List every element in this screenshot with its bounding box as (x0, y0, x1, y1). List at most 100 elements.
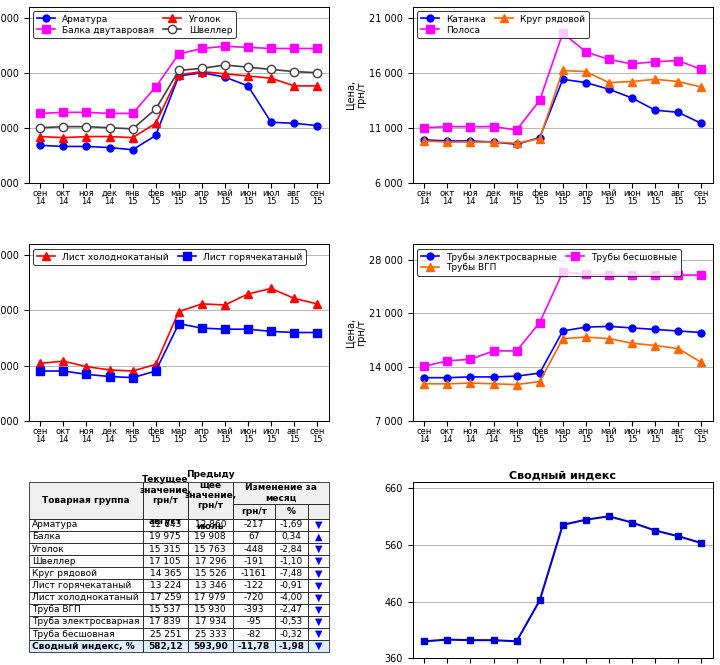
Bar (29, 604, 143, 616)
Уголок (82, 132, 91, 140)
Title: Сводный индекс: Сводный индекс (509, 470, 616, 480)
Арматура (313, 122, 322, 130)
Уголок (220, 70, 229, 78)
Уголок (243, 72, 252, 80)
Bar (188, 640, 233, 652)
Полоса (651, 58, 660, 66)
Лист горячекатаный (151, 367, 160, 375)
Швеллер (174, 66, 183, 74)
Bar (233, 555, 275, 567)
Bar (29, 482, 143, 519)
Арматура (82, 142, 91, 150)
Арматура (59, 142, 68, 150)
Bar (188, 592, 233, 604)
Text: 17 105: 17 105 (150, 557, 181, 566)
Bar (188, 543, 233, 555)
Text: 17 934: 17 934 (194, 617, 226, 626)
Катанка (466, 137, 474, 145)
Text: Балка: Балка (32, 533, 60, 541)
Text: -1,98: -1,98 (279, 642, 305, 651)
Text: -95: -95 (246, 617, 261, 626)
Лист холоднокатаный (267, 285, 276, 293)
Круг рядовой (674, 78, 683, 86)
Лист горячекатаный (36, 367, 45, 375)
Арматура (290, 119, 299, 127)
Legend: Трубы электросварные, Трубы ВГП, Трубы бесшовные: Трубы электросварные, Трубы ВГП, Трубы б… (418, 249, 681, 276)
Bar (188, 531, 233, 543)
Text: ▼: ▼ (315, 569, 322, 579)
Швеллер (82, 122, 91, 130)
Bar (307, 567, 329, 579)
Балка двутавровая (290, 45, 299, 53)
Bar (233, 604, 275, 616)
Швеллер (128, 125, 137, 133)
Трубы электросварные (605, 323, 613, 331)
Балка двутавровая (151, 83, 160, 91)
Bar (275, 567, 307, 579)
Bar (275, 519, 307, 531)
Line: Трубы бесшовные: Трубы бесшовные (420, 268, 706, 370)
Bar (143, 519, 188, 531)
Text: ▼: ▼ (315, 556, 322, 566)
Bar (307, 616, 329, 628)
Text: 15 537: 15 537 (150, 605, 181, 614)
Text: Изменение за
месяц: Изменение за месяц (245, 483, 317, 503)
Bar (275, 640, 307, 652)
Text: 17 979: 17 979 (194, 593, 226, 602)
Полоса (490, 122, 498, 130)
Text: -7,48: -7,48 (280, 569, 303, 578)
Лист холоднокатаный (82, 362, 91, 370)
Bar (143, 616, 188, 628)
Трубы ВГП (697, 358, 706, 366)
Text: -122: -122 (243, 581, 264, 590)
Балка двутавровая (220, 43, 229, 51)
Text: ▲: ▲ (315, 532, 322, 542)
Y-axis label: Цена,
грн/т: Цена, грн/т (345, 80, 366, 109)
Bar (307, 555, 329, 567)
Круг рядовой (697, 83, 706, 91)
Text: ▼: ▼ (315, 581, 322, 591)
Text: Уголок: Уголок (32, 545, 64, 553)
Трубы ВГП (536, 378, 544, 386)
Лист холоднокатаный (174, 308, 183, 316)
Уголок (36, 132, 45, 140)
Legend: Лист холоднокатаный, Лист горячекатаный: Лист холоднокатаный, Лист горячекатаный (33, 249, 306, 265)
Bar (307, 592, 329, 604)
Bar (29, 640, 143, 652)
Трубы электросварные (582, 323, 590, 331)
Арматура (267, 118, 276, 126)
Text: 25 251: 25 251 (150, 630, 181, 638)
Bar (275, 531, 307, 543)
Bar (275, 616, 307, 628)
Трубы бесшовные (443, 357, 451, 365)
Text: -82: -82 (246, 630, 261, 638)
Legend: Арматура, Балка двутавровая, Уголок, Швеллер: Арматура, Балка двутавровая, Уголок, Шве… (33, 11, 235, 38)
Балка двутавровая (197, 45, 206, 53)
Круг рядовой (651, 75, 660, 83)
Круг рядовой (466, 138, 474, 146)
Bar (307, 628, 329, 640)
Арматура (197, 68, 206, 76)
Text: 15 526: 15 526 (194, 569, 226, 578)
Трубы электросварные (651, 325, 660, 333)
Text: ▼: ▼ (315, 593, 322, 602)
Трубы ВГП (490, 380, 498, 388)
Трубы бесшовные (582, 270, 590, 278)
Трубы бесшовные (605, 271, 613, 279)
Полоса (513, 126, 521, 134)
Text: 14 365: 14 365 (150, 569, 181, 578)
Арматура (220, 73, 229, 81)
Text: 593,90: 593,90 (193, 642, 228, 651)
Арматура (128, 146, 137, 154)
Bar (143, 555, 188, 567)
Text: Лист холоднокатаный: Лист холоднокатаный (32, 593, 138, 602)
Уголок (290, 82, 299, 90)
Лист холоднокатаный (105, 366, 114, 374)
Трубы ВГП (466, 379, 474, 387)
Bar (233, 628, 275, 640)
Катанка (490, 138, 498, 146)
Круг рядовой (536, 135, 544, 143)
Line: Лист горячекатаный: Лист горячекатаный (36, 319, 321, 382)
Полоса (605, 55, 613, 63)
Круг рядовой (420, 137, 428, 145)
